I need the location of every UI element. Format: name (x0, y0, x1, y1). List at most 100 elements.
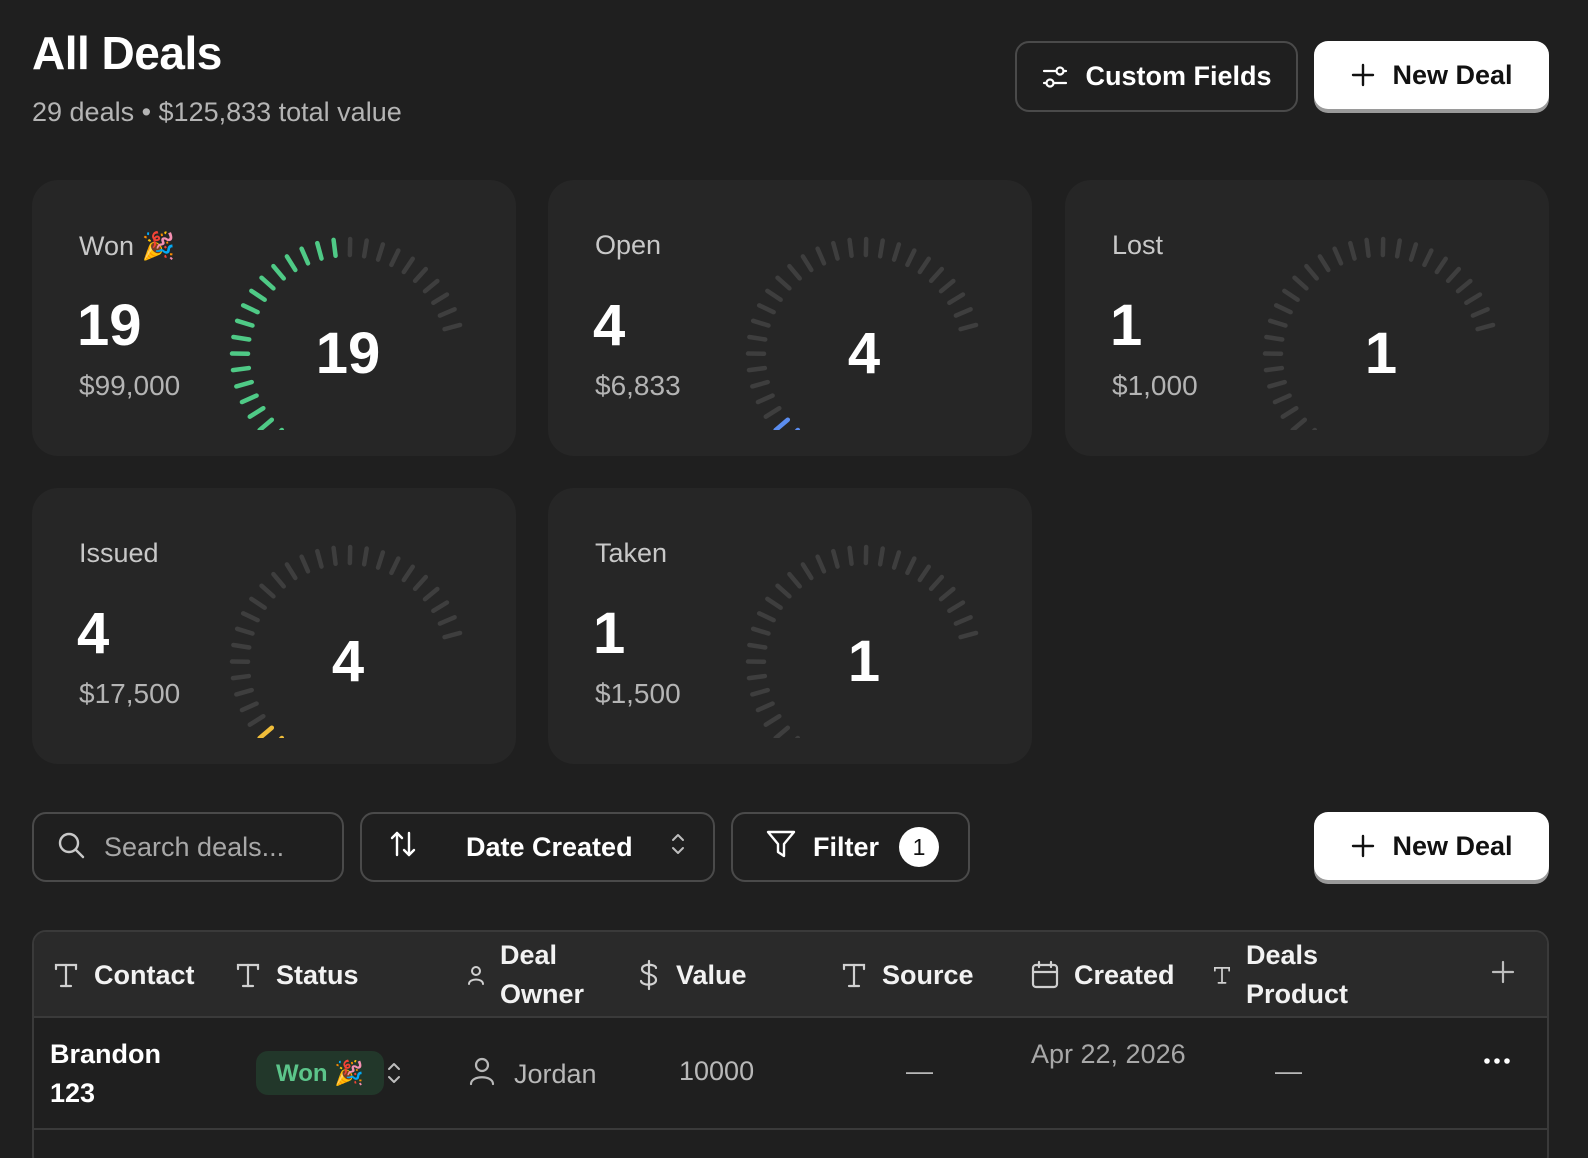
column-header-source[interactable]: Source (840, 932, 974, 1018)
new-deal-label: New Deal (1392, 830, 1513, 861)
gauge-tick (361, 546, 369, 567)
chevron-up-down-icon[interactable] (386, 1060, 402, 1091)
gauge-tick (1364, 237, 1371, 259)
gauge-tick (1267, 318, 1288, 328)
column-header-value[interactable]: Value (636, 932, 747, 1018)
gauge-tick (1475, 322, 1496, 332)
gauge-value: 4 (331, 629, 365, 694)
gauge-tick (247, 713, 266, 727)
gauge-tick (375, 242, 386, 262)
column-header-contact[interactable]: Contact (52, 932, 195, 1018)
status-badge[interactable]: Won 🎉 (256, 1051, 385, 1095)
value-cell[interactable]: 10000 (679, 1056, 755, 1086)
won-gauge (229, 236, 463, 430)
gauge-tick (412, 266, 429, 284)
funnel-icon (765, 829, 797, 866)
new-deal-button-toolbar[interactable]: New Deal (1314, 812, 1549, 880)
gauge-tick (1434, 256, 1448, 275)
stat-amount: $1,000 (1112, 370, 1198, 401)
gauge-tick (815, 554, 827, 574)
gauge-tick (746, 673, 768, 681)
gauge-value: 1 (847, 629, 881, 694)
gauge-tick (315, 548, 324, 569)
gauge-tick (917, 256, 931, 275)
gauge-tick (1263, 365, 1285, 373)
gauge-tick (746, 365, 768, 373)
gauge-tick (947, 600, 966, 614)
stat-card-lost: Lost 1 $1,000 1 (1065, 180, 1549, 456)
gauge-tick (1445, 266, 1462, 284)
gauge-tick (917, 564, 931, 583)
table-row[interactable]: Brandon 123 Won 🎉 Jordan 10000 — Apr 22,… (34, 1018, 1547, 1130)
gauge-tick (1290, 417, 1308, 430)
gauge-tick-active (259, 275, 276, 291)
gauge-tick-active (234, 318, 255, 328)
gauge-tick (847, 545, 854, 567)
new-deal-button-header[interactable]: New Deal (1314, 41, 1549, 109)
gauge-tick (763, 405, 782, 419)
chevron-up-down-icon (669, 830, 687, 865)
text-type-icon (52, 961, 80, 989)
search-box[interactable] (32, 812, 344, 882)
gauge-tick (831, 240, 840, 261)
gauge-value: 4 (847, 321, 881, 386)
gauge-tick (775, 583, 792, 599)
gauge-tick (331, 545, 338, 567)
gauge-tick (877, 238, 885, 259)
gauge-tick-active (315, 240, 324, 261)
stat-card-taken: Taken 1 $1,500 1 (548, 488, 1032, 764)
gauge-tick (763, 713, 782, 727)
stat-label: Won 🎉 (79, 231, 176, 261)
gauge-value: 1 (1364, 321, 1398, 386)
stat-card-won: Won 🎉 19 $99,000 19 (32, 180, 516, 456)
gauge-tick (750, 379, 770, 389)
owner-cell[interactable]: Jordan (468, 1056, 597, 1093)
column-label: Deals Product (1246, 940, 1349, 1009)
gauge-tick (847, 237, 854, 259)
table-header: Contact Status Deal Owner (34, 932, 1547, 1018)
add-column-plus-icon[interactable] (1489, 958, 1517, 991)
gauge-tick (1304, 263, 1319, 281)
column-header-deal-owner[interactable]: Deal Owner (466, 932, 600, 1018)
search-input[interactable] (104, 831, 304, 863)
custom-fields-button[interactable]: Custom Fields (1015, 41, 1298, 112)
gauge-tick (299, 554, 311, 574)
gauge-tick-active (247, 405, 266, 419)
stat-count: 19 (77, 293, 142, 358)
user-icon (468, 1056, 496, 1093)
product-cell[interactable]: — (1275, 1056, 1302, 1086)
issued-gauge (229, 544, 463, 738)
gauge-tick (938, 586, 956, 602)
lost-gauge (1262, 236, 1496, 430)
gauge-tick (389, 248, 401, 268)
gauge-tick-active (249, 288, 267, 302)
filter-button[interactable]: Filter 1 (731, 812, 970, 882)
source-cell[interactable]: — (906, 1056, 933, 1086)
created-cell[interactable]: Apr 22, 2026 (1031, 1039, 1186, 1069)
gauge-tick-active (239, 393, 259, 405)
gauge-tick (938, 278, 956, 294)
gauge-tick (412, 574, 429, 592)
gauge-value: 19 (315, 321, 381, 386)
sort-select[interactable]: Date Created (360, 812, 715, 882)
gauge-tick-active (284, 254, 298, 273)
deals-table: Contact Status Deal Owner (32, 930, 1549, 1158)
text-type-icon (1212, 965, 1232, 985)
gauge-tick (230, 673, 252, 681)
contact-cell[interactable]: Brandon 123 (50, 1039, 161, 1108)
column-label: Status (276, 959, 359, 990)
column-header-deals-product[interactable]: Deals Product (1212, 932, 1356, 1018)
column-label: Source (882, 959, 974, 990)
gauge-tick (234, 626, 255, 636)
more-options-icon[interactable] (1483, 1054, 1511, 1072)
gauge-tick (1282, 288, 1300, 302)
plus-icon (1350, 833, 1376, 859)
column-header-created[interactable]: Created (1030, 932, 1175, 1018)
plus-icon (1350, 62, 1376, 88)
stat-label: Taken (595, 538, 668, 568)
gauge-tick (953, 615, 973, 626)
stat-amount: $1,500 (595, 678, 681, 709)
column-header-status[interactable]: Status (234, 932, 359, 1018)
filter-label: Filter (813, 831, 880, 862)
gauge-tick (1470, 307, 1490, 318)
